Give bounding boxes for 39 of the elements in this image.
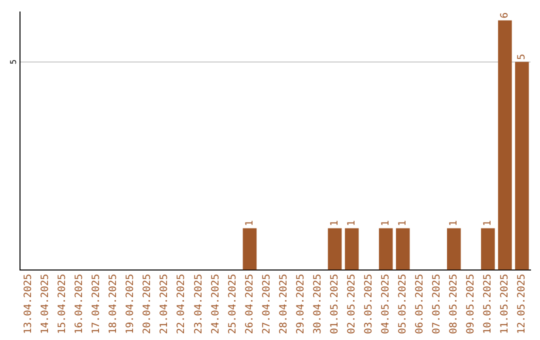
x-tick-label: 28.04.2025: [278, 274, 290, 334]
x-tick-label: 05.05.2025: [397, 274, 408, 334]
x-tick-label: 21.04.2025: [159, 274, 170, 334]
x-tick-label: 12.05.2025: [516, 274, 528, 334]
x-tick-label: 13.04.2025: [23, 274, 34, 334]
x-tick-label: 15.04.2025: [57, 274, 68, 334]
x-tick-label: 08.05.2025: [448, 274, 460, 334]
x-tick-label: 18.04.2025: [108, 274, 120, 334]
x-tick-label: 26.04.2025: [244, 274, 256, 334]
x-tick-label: 29.04.2025: [295, 274, 306, 334]
x-tick-label: 06.05.2025: [414, 274, 426, 334]
data-label: 1: [244, 220, 256, 226]
x-tick-label: 02.05.2025: [346, 274, 358, 334]
x-tick-label: 25.04.2025: [227, 274, 238, 334]
x-tick-label: 23.04.2025: [193, 274, 204, 334]
x-tick-label: 22.04.2025: [176, 274, 188, 334]
x-tick-label: 07.05.2025: [431, 274, 442, 334]
data-label: 1: [380, 220, 392, 226]
data-label: 6: [500, 12, 511, 18]
x-tick-label: 19.04.2025: [125, 274, 136, 334]
x-tick-label: 20.04.2025: [142, 274, 154, 334]
x-tick-label: 30.04.2025: [312, 274, 324, 334]
data-label: 1: [346, 220, 358, 226]
x-tick-label: 14.04.2025: [40, 274, 52, 334]
x-tick-label: 16.04.2025: [74, 274, 86, 334]
data-label: 1: [397, 220, 408, 226]
data-label: 1: [448, 220, 460, 226]
x-tick-label: 09.05.2025: [466, 274, 477, 334]
x-tick-label: 10.05.2025: [482, 274, 494, 334]
x-tick-label: 04.05.2025: [380, 274, 392, 334]
x-tick-label: 03.05.2025: [363, 274, 374, 334]
x-tick-label: 24.04.2025: [210, 274, 222, 334]
data-label: 5: [516, 54, 528, 60]
x-tick-label: 17.04.2025: [91, 274, 102, 334]
x-tick-label: 27.04.2025: [261, 274, 272, 334]
data-label: 1: [329, 220, 340, 226]
x-tick-label: 11.05.2025: [500, 274, 511, 334]
x-tick-label: 01.05.2025: [329, 274, 340, 334]
data-label: 1: [482, 220, 494, 226]
